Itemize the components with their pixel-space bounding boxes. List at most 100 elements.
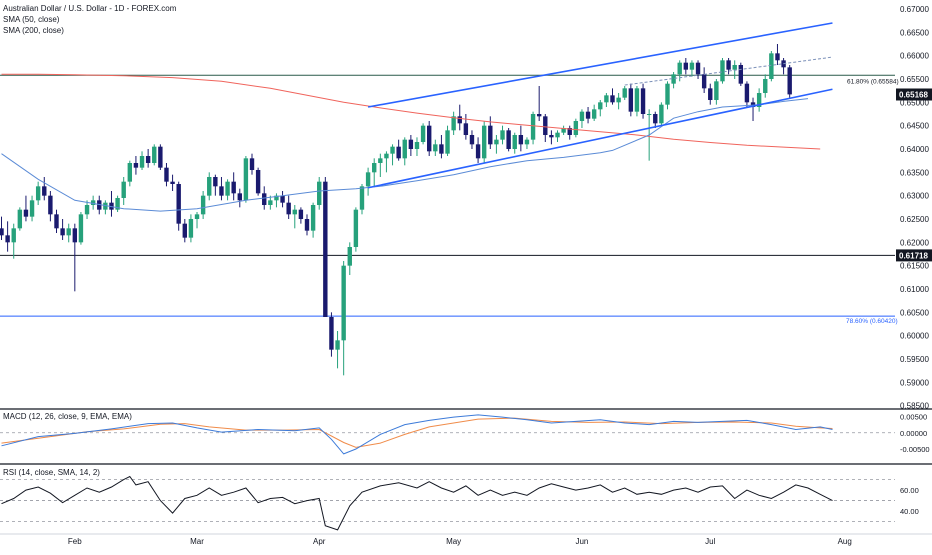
candle-body [420,125,426,142]
candle-body [384,153,389,159]
candle-body [48,195,53,215]
candle-body [604,95,609,103]
price-pane: 61.80% (0.65584) 78.60% (0.60420) [0,22,899,376]
candle-body [78,214,84,243]
candle-body [390,146,395,154]
candle-body [341,265,346,341]
sma200-legend[interactable]: SMA (200, close) [3,26,64,35]
grid-layer [0,408,932,535]
candle-body [585,111,591,119]
sma50-legend[interactable]: SMA (50, close) [3,15,60,24]
candle-body [158,146,163,168]
candle-body [488,125,493,145]
candle-body [494,139,499,145]
level-price-label: 0.61718 [899,251,928,260]
candle-body [280,195,285,203]
axis-layer: 0.67000 0.66500 0.66000 0.65500 0.65000 0.645… [68,5,932,546]
candle-body [567,128,572,135]
candle-body [170,181,175,184]
candle-body [219,186,224,196]
chart-title[interactable]: Australian Dollar / U.S. Dollar - 1D - F… [3,4,177,13]
candle-body [445,130,450,154]
price-axis-tick-label: 0.61000 [900,285,929,294]
candle-body [500,130,505,140]
candle-body [573,121,579,135]
candle-body [292,209,297,215]
candle-body [60,228,65,236]
candle-body [243,158,249,201]
candle-body [402,139,407,159]
candle-body [225,181,230,196]
candle-body [616,97,621,103]
time-axis-label: Jun [575,537,588,546]
fib-level-label: 78.60% (0.60420) [846,318,898,325]
price-axis-tick-label: 0.58500 [900,402,929,411]
candle-body [310,205,316,231]
macd-legend[interactable]: MACD (12, 26, close, 9, EMA, EMA) [3,412,132,421]
candle-body [689,62,695,70]
candle-body [42,186,47,196]
candle-body [323,181,328,317]
candle-body [213,177,218,187]
candle-body [268,200,273,205]
candle-body [207,177,212,196]
level-price-tag [896,249,932,262]
price-axis-tick-label: 0.64500 [900,122,929,131]
candle-body [365,172,371,187]
price-axis-tick-label: 0.59500 [900,355,929,364]
candle-body [591,109,597,119]
candle-body [640,88,646,114]
candle-body [329,317,334,350]
candle-body [17,209,23,229]
candle-body [463,123,469,135]
candle-body [408,139,414,149]
sma50-line [1,98,809,212]
candle-body [396,146,401,159]
time-axis-label: May [446,537,461,546]
candle-body [622,88,627,98]
price-axis-tick-label: 0.65000 [900,98,929,107]
price-axis-tick-label: 0.62500 [900,215,929,224]
candle-body [653,114,658,124]
candle-body [164,167,169,182]
candle-body [372,163,377,173]
candle-body [286,202,291,215]
candle-body [714,81,719,100]
candle-body [103,202,108,210]
candle-body [646,114,652,115]
candle-body [536,114,542,117]
candle-body [543,116,548,135]
candle-body [701,74,707,89]
candle-body [359,186,365,210]
candle-body [518,135,524,145]
candle-body [683,62,689,70]
candle-body [262,193,267,205]
candle-body [72,228,78,243]
candle-body [255,170,261,194]
candle-body [90,200,96,205]
rsi-axis-tick-label: 40.00 [900,507,919,516]
last-price-label: 0.65168 [899,90,928,99]
price-axis-tick-label: 0.67000 [900,5,929,14]
candle-body [610,95,615,103]
candle-body [335,340,340,350]
candle-body [145,156,151,163]
rsi-legend[interactable]: RSI (14, close, SMA, 14, 2) [3,468,100,477]
rsi-axis-tick-label: 60.00 [900,486,919,495]
candle-body [677,62,682,75]
price-axis-tick-label: 0.59000 [900,378,929,387]
candle-body [249,158,255,170]
chart-legend: Australian Dollar / U.S. Dollar - 1D - F… [3,3,176,36]
last-price-tag [896,88,932,101]
time-axis-label: Mar [190,537,204,546]
candle-body [598,102,603,110]
candle-body [756,93,762,107]
price-axis-tick-label: 0.66000 [900,52,929,61]
candle-body [127,163,133,182]
candle-body [29,200,35,217]
candle-body [121,181,126,198]
channel-upper-line [367,22,833,108]
candle-body [561,128,566,133]
